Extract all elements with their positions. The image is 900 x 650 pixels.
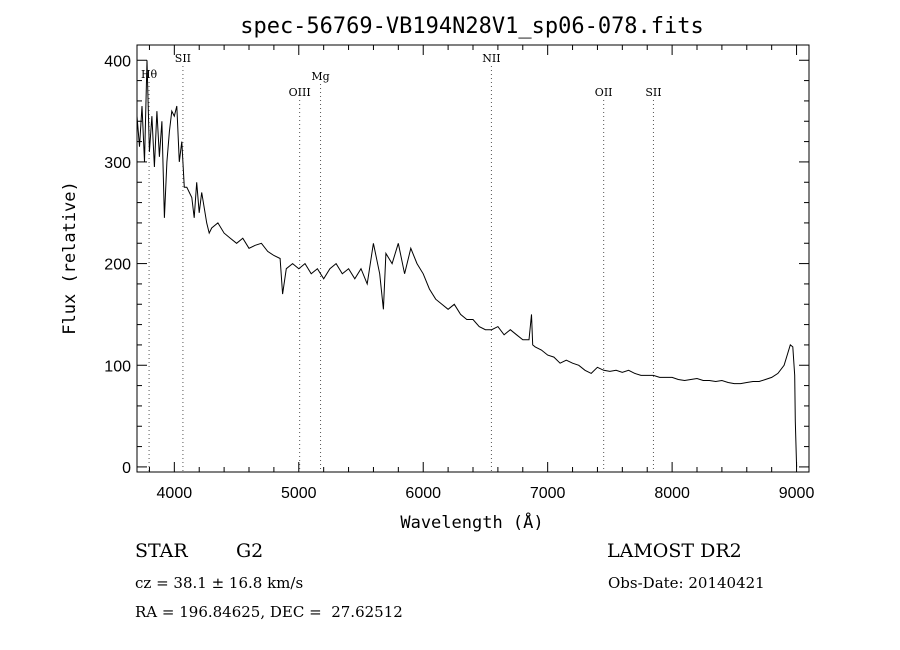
redshift-text: cz = 38.1 ± 16.8 km/s [135,574,304,592]
line-marker-label: NII [482,52,500,65]
x-tick-label: 7000 [530,485,566,502]
y-tick-label: 0 [122,460,131,477]
line-marker-label: SII [175,52,191,65]
x-tick-label: 8000 [654,485,690,502]
x-tick-label: 4000 [157,485,193,502]
axis-ticks: 4000 5000 6000 7000 8000 9000 0 100 200 300 400 [104,45,814,502]
coordinates-text: RA = 196.84625, DEC = 27.62512 [135,603,403,621]
x-tick-label: 6000 [405,485,441,502]
x-tick-label: 5000 [281,485,317,502]
x-tick-label: 9000 [779,485,815,502]
line-marker-label: OIII [289,86,311,99]
spectrum-line [136,60,798,467]
object-type: STAR [135,540,188,562]
y-tick-label: 300 [104,155,131,172]
y-tick-label: 200 [104,257,131,274]
line-marker-label: Hθ [141,68,158,81]
plot-area [136,44,810,473]
x-axis-label: Wavelength (Å) [400,511,543,533]
y-axis-label: Flux (relative) [60,181,80,335]
plot-border [136,44,810,473]
obs-date: Obs-Date: 20140421 [608,574,765,592]
line-marker-label: OII [595,86,613,99]
object-subclass: G2 [236,540,264,562]
line-marker-label: Mg [311,70,329,83]
line-marker-label: SII [645,86,661,99]
y-tick-label: 400 [104,53,131,70]
survey-name: LAMOST DR2 [607,540,742,562]
chart-title: spec-56769-VB194N28V1_sp06-078.fits [240,14,704,39]
y-tick-label: 100 [104,358,131,375]
